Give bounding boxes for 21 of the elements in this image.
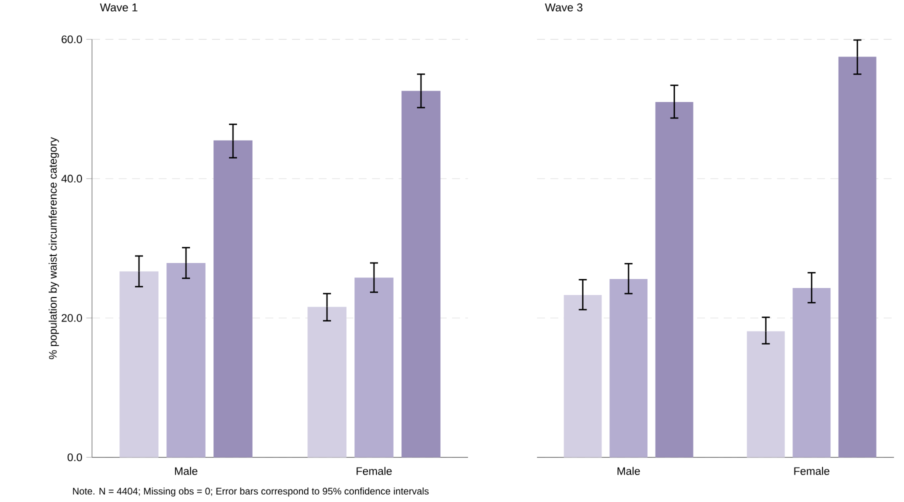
chart-title: Wave 3	[544, 3, 582, 12]
x-tick-label: Female	[794, 466, 830, 475]
x-tick-label: Male	[618, 466, 640, 475]
bar	[655, 102, 694, 458]
text: Note. N = 4404; Missing obs = 0; Error bars correspond to 95% confidence intervals	[73, 488, 429, 496]
y-tick-label: 60.0	[62, 35, 82, 44]
y-tick-label: 20.0	[62, 314, 82, 322]
x-tick-label: Male	[175, 466, 198, 475]
bar	[610, 278, 648, 458]
bar	[214, 140, 252, 458]
bar	[354, 278, 394, 458]
x-tick-label: Female	[356, 466, 392, 475]
bar	[402, 90, 440, 458]
y-tick-label: 40.0	[61, 174, 82, 183]
bar	[792, 288, 831, 458]
y-axis-title: % population by waist circumference category	[48, 137, 59, 360]
bar	[746, 331, 785, 458]
bar	[838, 56, 876, 458]
bar	[166, 262, 206, 458]
chart-title: Wave 1	[100, 4, 138, 12]
y-tick-label: 0.0	[68, 453, 82, 462]
